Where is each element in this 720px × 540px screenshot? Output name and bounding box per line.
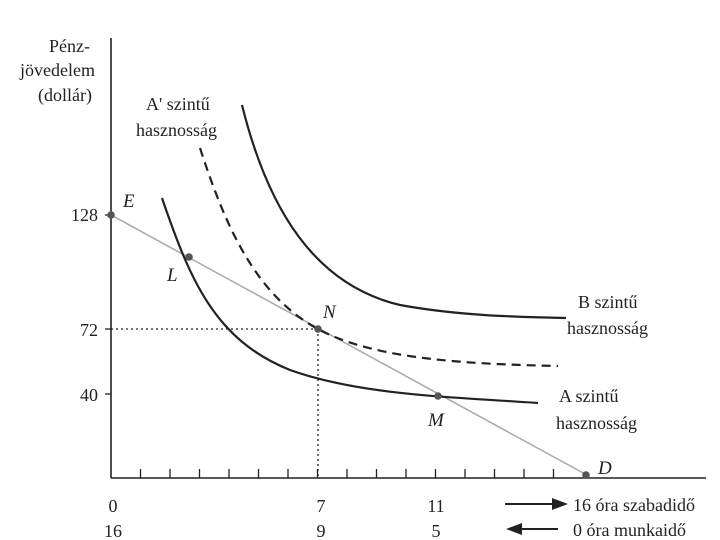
y-axis-title-line-1: Pénz- [49, 36, 90, 56]
indifference-curve-b [240, 104, 567, 320]
point-m-marker [434, 392, 442, 400]
arrow-right-icon [505, 498, 568, 510]
y-axis-title-line-3: (dollár) [38, 85, 92, 106]
x-tick-label-work-5: 5 [432, 521, 441, 540]
point-n-label: N [322, 302, 337, 323]
indifference-curve-a-prime [198, 147, 559, 368]
point-e-marker [107, 211, 115, 219]
y-tick-label-72: 72 [80, 320, 98, 340]
y-axis-title-line-2: jövedelem [19, 60, 95, 80]
y-tick-label-128: 128 [71, 205, 98, 225]
curve-a-prime-label-line-1: A' szintű [146, 94, 210, 114]
point-n-marker [314, 325, 322, 333]
point-m-label: M [427, 410, 445, 431]
curve-b-label-line-1: B szintű [578, 292, 638, 312]
x-tick-label-leisure-0: 0 [109, 496, 118, 516]
arrow-left-icon [506, 523, 558, 535]
indifference-curve-a [160, 197, 539, 405]
point-e-label: E [122, 191, 135, 212]
point-d-label: D [597, 458, 612, 479]
y-tick-label-40: 40 [80, 385, 98, 405]
y-tick-marks [105, 214, 111, 395]
x-tick-marks [139, 469, 555, 478]
x-tick-label-leisure-7: 7 [317, 496, 326, 516]
point-l-marker [185, 253, 193, 261]
point-l-label: L [166, 265, 178, 286]
curve-a-label-line-2: hasznosság [556, 413, 637, 433]
curve-b-label-line-2: hasznosság [567, 318, 648, 338]
leisure-hours-label: 16 óra szabadidő [573, 495, 695, 515]
curve-a-label-line-1: A szintű [559, 386, 619, 406]
x-tick-label-leisure-11: 11 [427, 496, 444, 516]
x-tick-label-work-9: 9 [317, 521, 326, 540]
point-d-marker [582, 471, 590, 479]
curve-a-prime-label-line-2: hasznosság [136, 120, 217, 140]
work-hours-label: 0 óra munkaidő [573, 520, 686, 540]
x-tick-label-work-16: 16 [104, 521, 122, 540]
